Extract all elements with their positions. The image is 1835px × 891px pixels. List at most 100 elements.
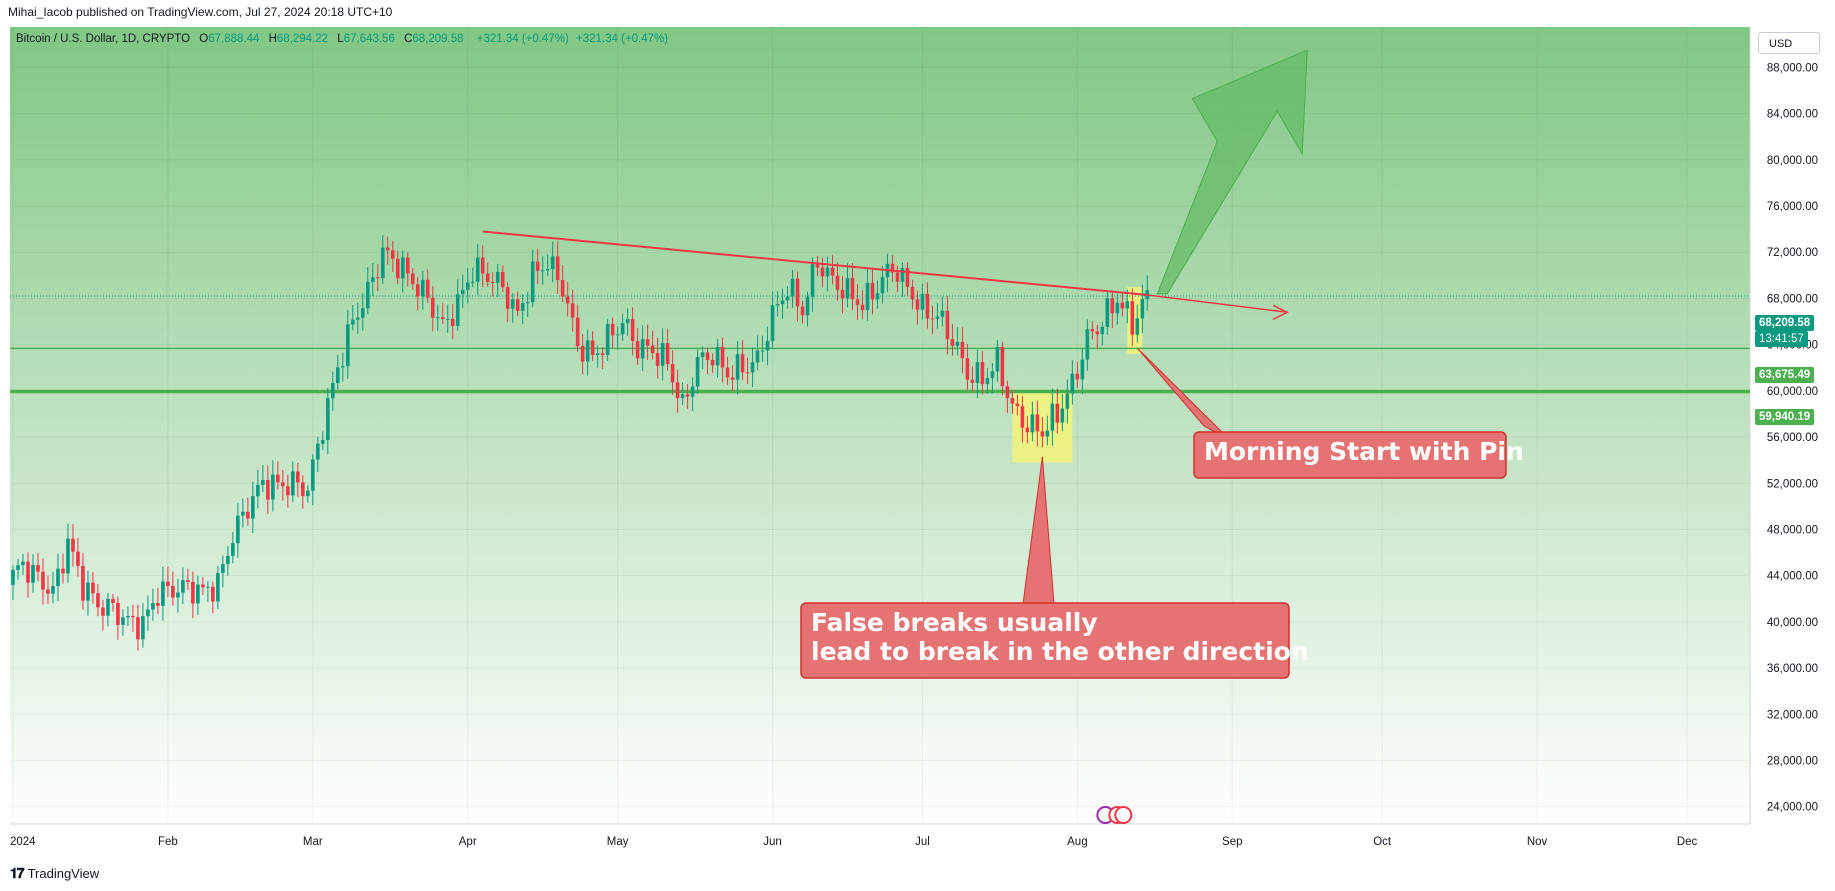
candle-body bbox=[430, 297, 435, 318]
x-tick-label: Sep bbox=[1222, 836, 1242, 848]
candle-body bbox=[1085, 329, 1090, 360]
candle-body bbox=[16, 565, 20, 570]
candle-body bbox=[870, 282, 875, 300]
candle-body bbox=[1045, 430, 1050, 437]
callout-false-breaks-box bbox=[800, 602, 1290, 679]
candle-body bbox=[1075, 373, 1080, 380]
high-label: H bbox=[268, 33, 277, 45]
candle-body bbox=[1120, 302, 1125, 309]
close-label: C bbox=[404, 33, 413, 45]
candle-body bbox=[1060, 408, 1065, 423]
candle-body bbox=[1115, 302, 1120, 314]
candle-body bbox=[400, 257, 405, 279]
candle-body bbox=[1130, 301, 1135, 335]
candle-body bbox=[345, 324, 350, 367]
candle-body bbox=[475, 257, 480, 282]
candle-body bbox=[126, 615, 130, 618]
candle-body bbox=[480, 257, 485, 274]
candle-body bbox=[665, 343, 670, 364]
candle-body bbox=[795, 278, 800, 307]
candle-body bbox=[910, 286, 915, 300]
candle-body bbox=[266, 479, 270, 500]
change-value: +321.34 (+0.47%) bbox=[476, 33, 569, 45]
candle-body bbox=[840, 289, 845, 299]
open-value: 67,888.44 bbox=[208, 33, 260, 45]
candle-body bbox=[725, 367, 730, 378]
candle-body bbox=[66, 538, 70, 574]
resistance-trendline bbox=[482, 230, 1148, 296]
candle-body bbox=[520, 303, 525, 311]
candle-body bbox=[915, 299, 920, 310]
candle-body bbox=[980, 362, 985, 385]
candle-body bbox=[615, 334, 620, 336]
candle-body bbox=[765, 340, 770, 351]
candle-body bbox=[595, 353, 600, 355]
candle-body bbox=[535, 261, 540, 271]
candle-body bbox=[1125, 301, 1130, 309]
x-tick-label: Aug bbox=[1067, 836, 1087, 848]
candle-body bbox=[760, 350, 765, 352]
candle-body bbox=[316, 443, 320, 460]
candle-body bbox=[815, 264, 820, 268]
candle-body bbox=[311, 459, 315, 491]
candle-body bbox=[645, 339, 650, 346]
x-tick-label: Jun bbox=[763, 836, 782, 848]
open-label: O bbox=[199, 33, 209, 45]
x-tick-label: Feb bbox=[158, 836, 178, 848]
candle-body bbox=[226, 555, 230, 565]
candle-body bbox=[960, 341, 965, 359]
candle-body bbox=[350, 319, 355, 325]
candle-body bbox=[855, 299, 860, 305]
y-tick-label: 28,000.00 bbox=[1767, 755, 1818, 767]
breakout-arrow-icon bbox=[1156, 49, 1308, 295]
candle-body bbox=[156, 603, 160, 606]
candle-body bbox=[1095, 331, 1100, 335]
candle-body bbox=[590, 340, 595, 355]
candle-body bbox=[990, 371, 995, 379]
pin-bar-highlight bbox=[1127, 286, 1143, 354]
y-tick-label: 56,000.00 bbox=[1767, 432, 1818, 444]
candle-body bbox=[555, 256, 560, 280]
candle-body bbox=[385, 247, 390, 251]
change-value-2: +321.34 (+0.47%) bbox=[576, 33, 669, 45]
candle-body bbox=[1050, 403, 1055, 431]
candle-body bbox=[116, 602, 120, 625]
candle-body bbox=[321, 440, 325, 444]
candle-body bbox=[1000, 346, 1005, 387]
candle-body bbox=[1135, 318, 1140, 335]
candle-body bbox=[620, 323, 625, 335]
callout-morning-star: Morning Start with Pin bbox=[1204, 437, 1524, 466]
candle-body bbox=[600, 353, 605, 355]
candle-body bbox=[146, 609, 150, 617]
candle-body bbox=[181, 580, 185, 593]
candle-body bbox=[331, 383, 335, 399]
candle-body bbox=[525, 302, 530, 304]
candle-body bbox=[1025, 427, 1030, 433]
candle-body bbox=[540, 270, 545, 272]
candle-body bbox=[685, 394, 690, 397]
candle-body bbox=[565, 296, 570, 304]
x-tick-label: Oct bbox=[1373, 836, 1392, 848]
candle-body bbox=[1090, 329, 1095, 332]
low-value: 67,643.56 bbox=[343, 33, 395, 45]
candle-body bbox=[216, 572, 220, 602]
level-label-1: 63,675.49 bbox=[1755, 367, 1815, 383]
candle-body bbox=[131, 615, 135, 618]
low-label: L bbox=[337, 33, 344, 45]
candle-body bbox=[965, 358, 970, 380]
candle-body bbox=[465, 282, 470, 290]
candle-body bbox=[276, 474, 280, 483]
candle-body bbox=[251, 496, 255, 519]
candle-body bbox=[955, 341, 960, 346]
candle-body bbox=[970, 379, 975, 384]
candle-body bbox=[380, 247, 385, 279]
tradingview-footer[interactable]: 𝟏𝟕 TradingView bbox=[10, 865, 99, 882]
candle-body bbox=[151, 603, 155, 610]
y-tick-label: 80,000.00 bbox=[1767, 155, 1818, 167]
candle-body bbox=[1030, 414, 1035, 433]
candle-body bbox=[890, 263, 895, 273]
candle-body bbox=[1035, 414, 1040, 432]
candle-body bbox=[700, 352, 705, 358]
currency-button[interactable]: USD bbox=[1758, 32, 1820, 54]
